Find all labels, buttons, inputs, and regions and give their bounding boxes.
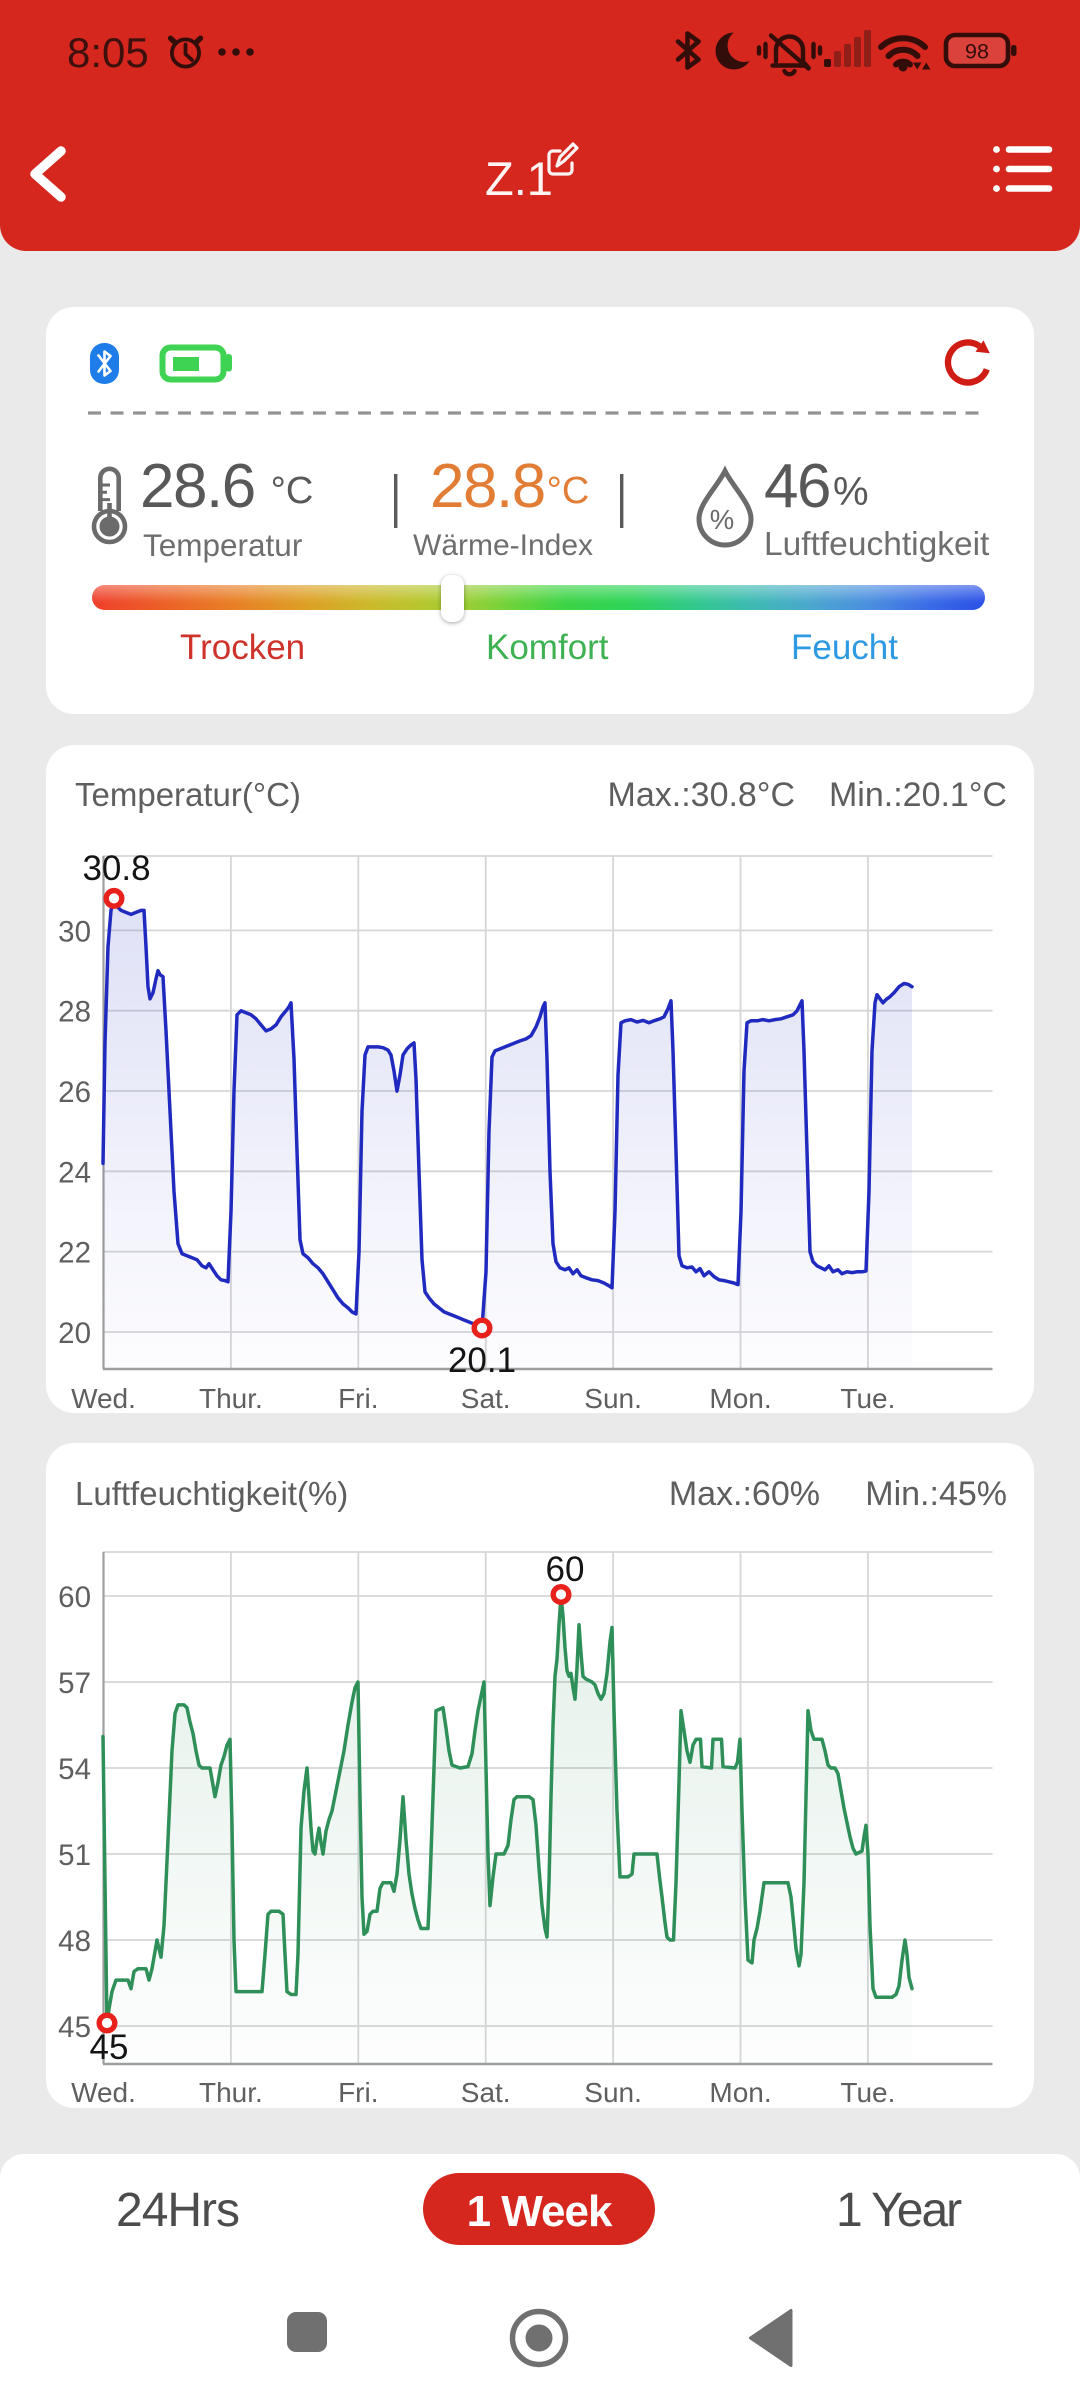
svg-text:Max.:60%: Max.:60% xyxy=(669,1475,820,1513)
svg-text:Max.:30.8°C: Max.:30.8°C xyxy=(608,776,795,814)
svg-text:45: 45 xyxy=(90,2028,129,2067)
svg-text:30.8: 30.8 xyxy=(82,849,150,888)
svg-text:Thur.: Thur. xyxy=(199,2077,263,2108)
svg-text:Sun.: Sun. xyxy=(584,1383,642,1413)
svg-text:45: 45 xyxy=(58,2011,91,2044)
svg-text:60: 60 xyxy=(546,1550,585,1589)
svg-text:Wed.: Wed. xyxy=(71,1383,136,1413)
svg-text:60: 60 xyxy=(58,1581,91,1614)
svg-text:54: 54 xyxy=(58,1753,91,1786)
svg-text:Fri.: Fri. xyxy=(338,2077,378,2108)
svg-text:Min.:20.1°C: Min.:20.1°C xyxy=(829,776,1007,814)
svg-text:Min.:45%: Min.:45% xyxy=(865,1475,1007,1513)
svg-text:Mon.: Mon. xyxy=(709,1383,771,1413)
svg-text:20.1: 20.1 xyxy=(448,1341,516,1380)
svg-text:20: 20 xyxy=(58,1317,91,1350)
svg-text:Temperatur(°C): Temperatur(°C) xyxy=(75,776,301,813)
svg-text:Wed.: Wed. xyxy=(71,2077,136,2108)
svg-text:Tue.: Tue. xyxy=(840,1383,895,1413)
svg-text:26: 26 xyxy=(58,1076,91,1109)
svg-text:48: 48 xyxy=(58,1925,91,1958)
svg-text:Mon.: Mon. xyxy=(709,2077,771,2108)
svg-text:Z.1: Z.1 xyxy=(485,152,553,205)
svg-text:Luftfeuchtigkeit(%): Luftfeuchtigkeit(%) xyxy=(75,1475,348,1512)
svg-text:98: 98 xyxy=(965,40,989,64)
svg-text:24: 24 xyxy=(58,1156,91,1189)
svg-text:Fri.: Fri. xyxy=(338,1383,378,1413)
svg-text:51: 51 xyxy=(58,1839,91,1872)
svg-text:28: 28 xyxy=(58,996,91,1029)
svg-text:%: % xyxy=(710,504,734,535)
svg-text:Tue.: Tue. xyxy=(840,2077,895,2108)
svg-text:57: 57 xyxy=(58,1667,91,1700)
svg-text:30: 30 xyxy=(58,915,91,948)
svg-text:22: 22 xyxy=(58,1237,91,1270)
svg-text:Sat.: Sat. xyxy=(461,2077,511,2108)
svg-text:Sun.: Sun. xyxy=(584,2077,642,2108)
svg-text:Sat.: Sat. xyxy=(461,1383,511,1413)
svg-text:Thur.: Thur. xyxy=(199,1383,263,1413)
